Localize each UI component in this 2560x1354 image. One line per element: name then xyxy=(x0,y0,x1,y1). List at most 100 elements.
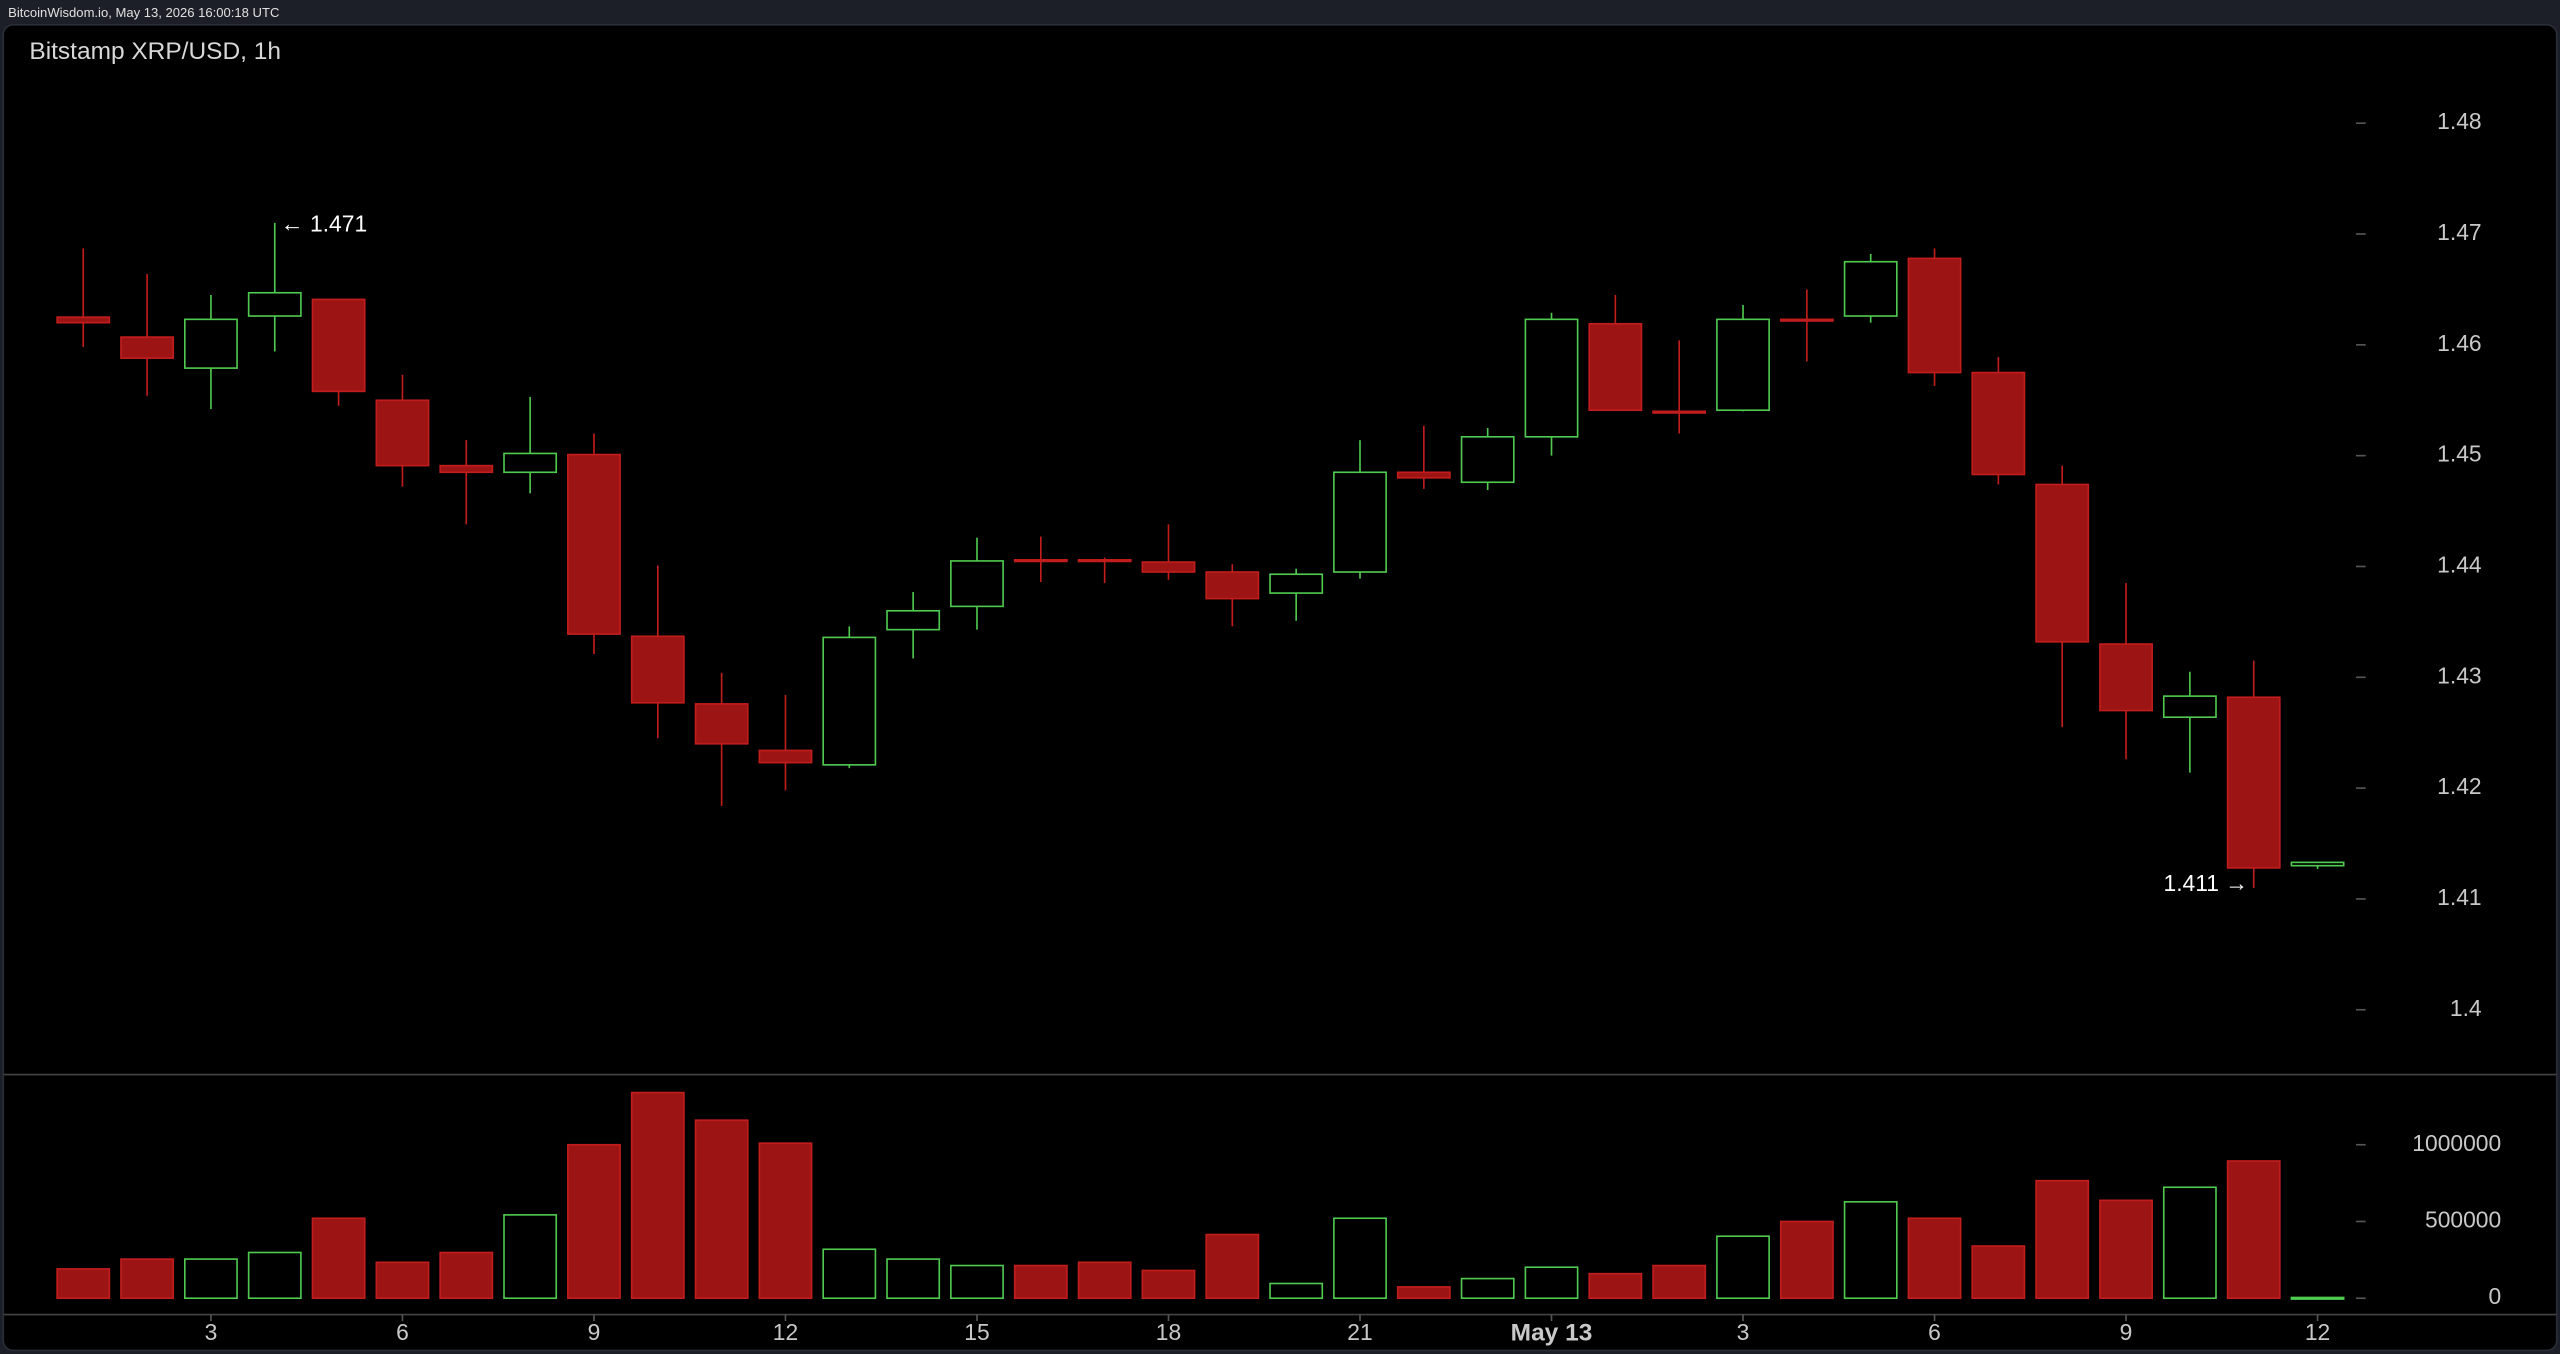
high-annotation: ← 1.471 xyxy=(281,211,367,237)
volume-bar xyxy=(2099,1199,2153,1300)
candle-body xyxy=(1460,435,1515,484)
candle-body xyxy=(1013,559,1068,563)
volume-bar xyxy=(2162,1186,2217,1300)
candle-body xyxy=(120,336,175,359)
y-tick-label: 1.43 xyxy=(2437,662,2481,688)
volume-bar xyxy=(886,1258,941,1300)
volume-bar xyxy=(1460,1277,1515,1300)
candle-body xyxy=(1588,322,1643,412)
chart-frame xyxy=(2,23,2558,1352)
candle-body xyxy=(1077,559,1132,563)
volume-bar xyxy=(1524,1266,1579,1300)
x-tick-label: 9 xyxy=(2120,1319,2133,1345)
volume-bar xyxy=(439,1251,494,1300)
y-tick-label: 1.41 xyxy=(2437,884,2481,910)
volume-bar xyxy=(1333,1217,1387,1300)
candle-body xyxy=(375,399,430,467)
volume-bar xyxy=(1396,1286,1451,1300)
candle-body xyxy=(1652,410,1707,414)
volume-bar xyxy=(375,1261,430,1300)
candle-body xyxy=(822,636,877,766)
y-tick-label: 1.4 xyxy=(2450,995,2482,1021)
candle-body xyxy=(1269,573,1324,594)
candle-body xyxy=(503,452,558,474)
candle-body xyxy=(1205,571,1260,600)
candle-body xyxy=(950,560,1004,608)
volume-bar xyxy=(1588,1272,1643,1300)
volume-bar xyxy=(247,1251,302,1300)
x-tick-label: 12 xyxy=(2305,1319,2330,1345)
y-tick-label: 1.45 xyxy=(2437,441,2481,467)
x-tick-label: May 13 xyxy=(1511,1320,1593,1347)
volume-bar xyxy=(1843,1201,1898,1300)
volume-bar xyxy=(630,1091,685,1300)
volume-bar xyxy=(758,1142,813,1300)
x-tick-label: 12 xyxy=(773,1319,798,1345)
x-tick-label: 3 xyxy=(205,1319,218,1345)
volume-bar xyxy=(1652,1264,1707,1300)
x-tick-label: 6 xyxy=(1928,1319,1941,1345)
low-annotation: 1.411 → xyxy=(2163,870,2248,896)
volume-bar xyxy=(567,1143,621,1300)
volume-bar xyxy=(950,1264,1004,1300)
volume-bar xyxy=(1077,1261,1132,1300)
volume-bar xyxy=(1716,1235,1770,1300)
candle-body xyxy=(1907,257,1962,374)
candle-body xyxy=(1333,471,1387,573)
candle-body xyxy=(1843,260,1898,317)
volume-bar xyxy=(694,1119,749,1300)
volume-bar xyxy=(1013,1264,1068,1300)
candle-body xyxy=(1971,371,2026,476)
volume-bar xyxy=(1269,1282,1324,1300)
volume-bar xyxy=(822,1248,877,1300)
candle-body xyxy=(2162,695,2217,719)
y-tick-label: 1.42 xyxy=(2437,773,2481,799)
volume-bar xyxy=(1907,1217,1962,1300)
y-tick-label: 1.48 xyxy=(2437,108,2481,134)
header: BitcoinWisdom.io, May 13, 2026 16:00:18 … xyxy=(8,5,279,20)
volume-bar xyxy=(1779,1220,1834,1300)
candle-body xyxy=(311,298,366,393)
candle-body xyxy=(1141,561,1196,573)
y-tick-label: 1.44 xyxy=(2437,552,2482,578)
candle-body xyxy=(2099,643,2153,712)
x-tick-label: 15 xyxy=(964,1319,989,1345)
x-tick-label: 6 xyxy=(396,1319,409,1345)
volume-bar xyxy=(120,1258,175,1300)
candle-body xyxy=(886,609,941,631)
x-tick-label: 21 xyxy=(1347,1319,1372,1345)
candle-body xyxy=(2035,483,2090,643)
chart-title: Bitstamp XRP/USD, 1h xyxy=(29,38,281,65)
candle-body xyxy=(247,291,302,317)
candle-body xyxy=(1779,318,1834,322)
x-tick-label: 9 xyxy=(588,1319,601,1345)
candle-body xyxy=(758,749,813,764)
y-tick-label: 0 xyxy=(2489,1283,2502,1309)
y-tick-label: 500000 xyxy=(2425,1207,2501,1233)
top-bar xyxy=(0,0,2560,25)
volume-bar xyxy=(56,1268,111,1300)
volume-bar xyxy=(2035,1179,2090,1300)
volume-bar xyxy=(1141,1269,1196,1300)
x-tick-label: 3 xyxy=(1737,1319,1750,1345)
candle-body xyxy=(2226,696,2281,869)
candle-body xyxy=(1716,318,1770,412)
candle-body xyxy=(1524,318,1579,438)
candle-body xyxy=(567,453,621,635)
volume-bar xyxy=(503,1214,558,1300)
candle-body xyxy=(2290,861,2345,867)
y-tick-label: 1.46 xyxy=(2437,330,2481,356)
x-tick-label: 18 xyxy=(1156,1319,1181,1345)
y-tick-label: 1.47 xyxy=(2437,219,2481,245)
volume-bar xyxy=(2290,1296,2345,1300)
candle-body xyxy=(694,703,749,745)
candle-body xyxy=(1396,471,1451,479)
candle-body xyxy=(630,635,685,704)
candle-body xyxy=(439,464,494,474)
candle-body xyxy=(183,318,238,369)
volume-bar xyxy=(311,1217,366,1300)
volume-bar xyxy=(2226,1160,2281,1300)
volume-bar xyxy=(1971,1245,2026,1300)
